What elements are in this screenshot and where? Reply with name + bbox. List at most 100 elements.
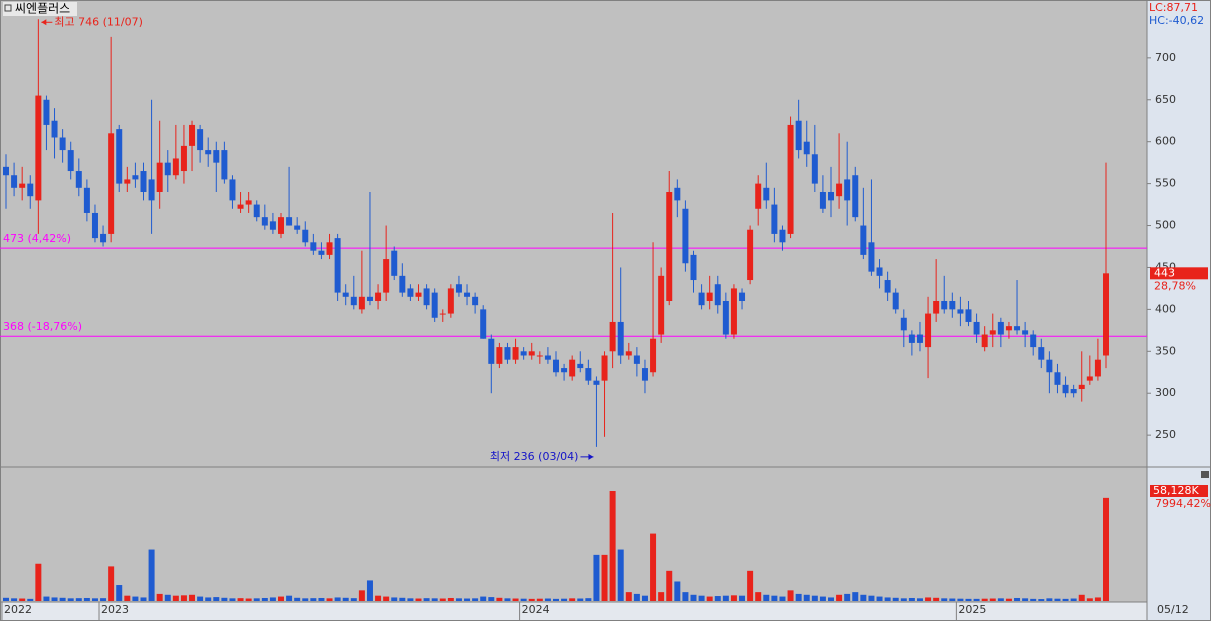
volume-bar bbox=[682, 592, 689, 601]
x-tick-label: 2025 bbox=[958, 603, 986, 616]
volume-bar bbox=[383, 596, 390, 601]
candle-body bbox=[520, 351, 527, 356]
candle-body bbox=[100, 233, 107, 243]
candle-body bbox=[633, 355, 640, 364]
candle-body bbox=[658, 275, 665, 335]
last-date: 05/12 bbox=[1157, 603, 1189, 616]
candle-body bbox=[730, 288, 737, 335]
last-price-box bbox=[1150, 267, 1208, 280]
last-change: 28,78% bbox=[1154, 279, 1196, 292]
volume-bar bbox=[730, 595, 737, 601]
close-button[interactable] bbox=[1201, 471, 1209, 478]
candle-body bbox=[358, 296, 365, 310]
volume-bar bbox=[286, 595, 293, 601]
candle-body bbox=[512, 347, 519, 360]
volume-bar bbox=[666, 570, 673, 601]
candle-body bbox=[690, 254, 697, 281]
volume-bar bbox=[1103, 497, 1109, 601]
candle-body bbox=[844, 179, 851, 201]
candle-body bbox=[682, 208, 689, 264]
candle-body bbox=[213, 150, 220, 163]
volume-bar bbox=[787, 590, 794, 601]
volume-bar bbox=[1005, 598, 1012, 601]
y-tick-label: 250 bbox=[1155, 428, 1176, 441]
volume-bar bbox=[197, 596, 204, 601]
candle-body bbox=[593, 380, 600, 385]
volume-bar bbox=[1086, 598, 1093, 601]
volume-bar bbox=[544, 598, 551, 601]
volume-bar bbox=[892, 597, 899, 601]
y-tick-label: 600 bbox=[1155, 135, 1176, 148]
volume-bar bbox=[439, 598, 446, 601]
candle-body bbox=[294, 225, 301, 230]
volume-bar bbox=[1070, 598, 1077, 601]
volume-bar bbox=[116, 585, 123, 601]
candle-body bbox=[755, 183, 762, 209]
lc-label: LC:87,71 bbox=[1149, 1, 1198, 14]
title: 씨엔플러스 bbox=[15, 2, 70, 16]
candle-body bbox=[641, 368, 648, 381]
volume-bar bbox=[795, 593, 802, 601]
volume-bar bbox=[957, 598, 964, 601]
y-tick-label: 350 bbox=[1155, 344, 1176, 357]
candle-body bbox=[941, 300, 948, 310]
candle-body bbox=[706, 292, 713, 301]
volume-bar bbox=[100, 598, 107, 601]
volume-bar bbox=[884, 597, 891, 601]
volume-bar bbox=[536, 598, 543, 601]
volume-bar bbox=[27, 598, 34, 601]
volume-bar bbox=[1030, 598, 1037, 601]
candle-body bbox=[156, 162, 163, 192]
volume-bar bbox=[431, 598, 438, 601]
y-tick-label: 300 bbox=[1155, 386, 1176, 399]
candle-body bbox=[75, 171, 82, 188]
candle-body bbox=[415, 292, 422, 297]
candle-body bbox=[59, 137, 66, 151]
candle-body bbox=[27, 183, 34, 197]
candle-body bbox=[326, 242, 333, 255]
title-icon[interactable] bbox=[4, 4, 12, 12]
candle-body bbox=[116, 129, 123, 184]
volume-bar bbox=[83, 597, 90, 601]
candle-body bbox=[261, 217, 268, 226]
candle-body bbox=[803, 141, 810, 155]
candle-body bbox=[383, 259, 390, 293]
volume-bar bbox=[1046, 598, 1053, 601]
volume-bar bbox=[148, 549, 155, 601]
candle-body bbox=[884, 280, 891, 293]
candle-body bbox=[795, 120, 802, 151]
candle-body bbox=[997, 321, 1004, 335]
volume-bar bbox=[318, 597, 325, 601]
candle-body bbox=[205, 150, 212, 155]
level-label: 368 (-18,76%) bbox=[3, 320, 82, 333]
volume-bar bbox=[577, 598, 584, 601]
volume-bar bbox=[706, 596, 713, 601]
volume-bar bbox=[771, 595, 778, 601]
candle-body bbox=[189, 124, 196, 146]
candle-body bbox=[423, 288, 430, 306]
candle-body bbox=[868, 242, 875, 272]
candle-body bbox=[528, 351, 535, 356]
candle-body bbox=[278, 217, 284, 234]
candle-body bbox=[164, 162, 171, 176]
volume-bar bbox=[811, 595, 818, 601]
candle-body bbox=[617, 321, 624, 356]
volume-bar bbox=[164, 594, 171, 601]
candle-body bbox=[221, 150, 228, 180]
candle-body bbox=[981, 334, 988, 348]
candle-body bbox=[431, 292, 438, 318]
last-volume: 58,128K bbox=[1153, 484, 1199, 497]
volume-bar bbox=[1014, 597, 1021, 601]
volume-bar bbox=[189, 594, 196, 601]
volume-bar bbox=[358, 590, 365, 601]
candle-body bbox=[334, 238, 341, 293]
candle-body bbox=[674, 187, 681, 201]
candle-body bbox=[472, 296, 479, 306]
volume-bar bbox=[641, 595, 648, 601]
candle-body bbox=[229, 179, 236, 201]
candle-body bbox=[318, 250, 325, 255]
candle-body bbox=[148, 179, 155, 201]
candle-body bbox=[269, 221, 276, 230]
volume-bar bbox=[965, 598, 972, 601]
candle-body bbox=[714, 284, 721, 306]
